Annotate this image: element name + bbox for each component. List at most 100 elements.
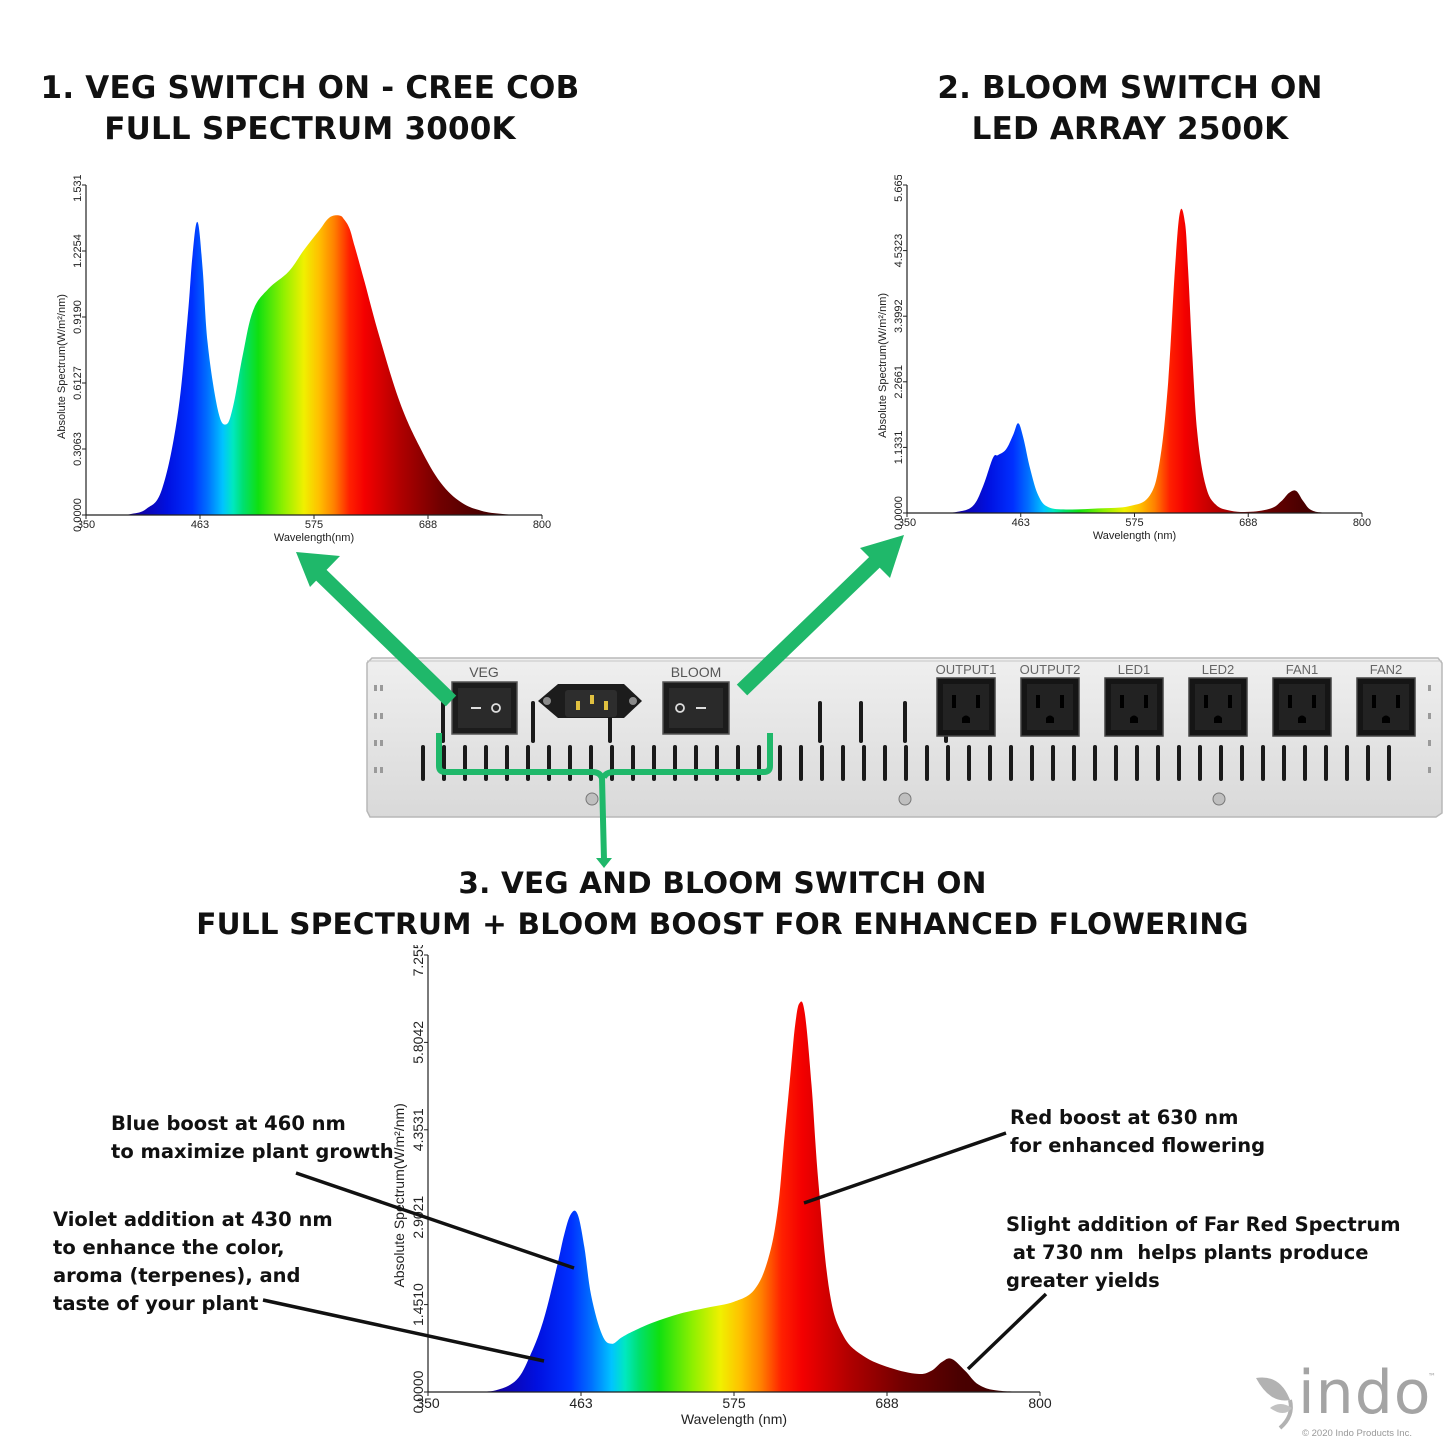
red-annot-line2: for enhanced flowering (1010, 1134, 1266, 1157)
vent-slot (568, 745, 572, 781)
vent-slot (505, 745, 509, 781)
copyright-notice: © 2020 Indo Products Inc. (1302, 1428, 1412, 1439)
power-outlet[interactable] (1104, 677, 1164, 737)
bloom-switch-label: BLOOM (671, 664, 722, 680)
vent-slot (859, 701, 863, 743)
y-tick-label: 7.2552 (410, 945, 426, 976)
power-outlet[interactable] (1188, 677, 1248, 737)
vent-slot (463, 745, 467, 781)
bloom-switch[interactable] (662, 681, 730, 735)
vent-slot (820, 745, 824, 781)
y-tick-label: 5.6654 (893, 175, 905, 202)
blue-annot-line2: to maximize plant growth (111, 1140, 394, 1163)
x-tick-label: 463 (569, 1395, 593, 1411)
vent-slot (1072, 745, 1076, 781)
vent-slot (841, 745, 845, 781)
outlet-label: LED1 (1118, 662, 1151, 677)
vent-slot (1219, 745, 1223, 781)
violet-annot-line2: to enhance the color, (53, 1236, 285, 1259)
violet-annot-line1: Violet addition at 430 nm (53, 1208, 333, 1231)
vent-slot (736, 745, 740, 781)
vent-slot (1009, 745, 1013, 781)
violet-annot-line3: aroma (terpenes), and (53, 1264, 301, 1287)
x-tick-label: 575 (722, 1395, 746, 1411)
veg-heading: 1. VEG SWITCH ON - CREE COB FULL SPECTRU… (40, 68, 580, 150)
outlet-label: OUTPUT2 (1020, 662, 1081, 677)
vent-slot (903, 701, 907, 743)
power-outlet[interactable] (936, 677, 996, 737)
veg-spectrum-chart: 350 463 575 688 800 0.0000 0.3063 0.6127 0.9190 1… (56, 175, 551, 544)
vent-slot (652, 745, 656, 781)
x-tick-label: 575 (1125, 517, 1143, 529)
vent-slot (1366, 745, 1370, 781)
y-tick-label: 4.5323 (893, 234, 905, 268)
y-tick-label: 1.2254 (72, 234, 84, 268)
y-tick-label: 4.3531 (410, 1108, 426, 1151)
vent-slot (715, 745, 719, 781)
x-tick-label: 800 (1353, 517, 1371, 529)
vent-slot (925, 745, 929, 781)
spectrum-area (86, 215, 542, 515)
blue-boost-annotation: Blue boost at 460 nm to maximize plant g… (111, 1110, 394, 1166)
vent-slot (1198, 745, 1202, 781)
vent-slot (1387, 745, 1391, 781)
spectrum-area (907, 208, 1362, 513)
veg-switch[interactable] (451, 681, 518, 735)
vent-slot (1114, 745, 1118, 781)
vent-slot (610, 745, 614, 781)
vent-slot (531, 701, 535, 743)
outlet-label: OUTPUT1 (936, 662, 997, 677)
y-tick-label: 0.0000 (893, 496, 905, 530)
vent-slot (1324, 745, 1328, 781)
vent-slot (1156, 745, 1160, 781)
red-boost-annotation: Red boost at 630 nm for enhanced floweri… (1010, 1104, 1265, 1160)
vent-slot (1177, 745, 1181, 781)
vent-slot (946, 745, 950, 781)
x-tick-label: 800 (533, 519, 551, 531)
vent-slot (1282, 745, 1286, 781)
bloom-heading-line1: 2. BLOOM SWITCH ON (937, 70, 1323, 106)
x-tick-label: 463 (191, 519, 209, 531)
vent-slot (778, 745, 782, 781)
x-tick-label: 463 (1012, 517, 1030, 529)
x-tick-label: 350 (416, 1395, 440, 1411)
veg-switch-label: VEG (469, 664, 499, 680)
y-tick-label: 0.3063 (72, 432, 84, 466)
x-axis-label: Wavelength (nm) (1093, 530, 1176, 542)
vent-slot (1345, 745, 1349, 781)
farred-annot-line3: greater yields (1006, 1269, 1160, 1292)
vent-slot (631, 745, 635, 781)
blue-annot-line1: Blue boost at 460 nm (111, 1112, 346, 1135)
power-outlet[interactable] (1020, 677, 1080, 737)
combined-heading: 3. VEG AND BLOOM SWITCH ON FULL SPECTRUM… (150, 863, 1295, 945)
power-inlet (538, 684, 642, 718)
indo-logo: indo ™ (1250, 1358, 1440, 1442)
outlet-label: FAN1 (1286, 662, 1319, 677)
y-tick-label: 0.0000 (72, 498, 84, 532)
outlet-label: FAN2 (1370, 662, 1403, 677)
y-tick-label: 1.4510 (410, 1283, 426, 1326)
vent-slot (988, 745, 992, 781)
violet-annot-line4: taste of your plant (53, 1292, 259, 1315)
y-tick-label: 3.3992 (893, 299, 905, 333)
x-axis-label: Wavelength (nm) (681, 1411, 787, 1427)
light-controller-panel: VEG BLOOM OUTPUT1 OUTPUT2 LED1 LED2 FAN1 FAN2 (366, 657, 1443, 818)
vent-slot (904, 745, 908, 781)
bloom-heading: 2. BLOOM SWITCH ON LED ARRAY 2500K (900, 68, 1360, 150)
y-tick-label: 0.9190 (72, 300, 84, 334)
vent-slot (526, 745, 530, 781)
x-tick-label: 688 (875, 1395, 899, 1411)
y-tick-label: 5.8042 (410, 1021, 426, 1064)
vent-slot (694, 745, 698, 781)
vent-slot (589, 745, 593, 781)
x-tick-label: 800 (1028, 1395, 1052, 1411)
y-tick-label: 2.9021 (410, 1196, 426, 1239)
power-outlet[interactable] (1356, 677, 1416, 737)
x-tick-label: 350 (898, 517, 916, 529)
power-outlet[interactable] (1272, 677, 1332, 737)
vent-slot (1030, 745, 1034, 781)
vent-slot (1093, 745, 1097, 781)
vent-slot (547, 745, 551, 781)
vent-slot (862, 745, 866, 781)
y-tick-label: 1.1331 (893, 431, 905, 465)
